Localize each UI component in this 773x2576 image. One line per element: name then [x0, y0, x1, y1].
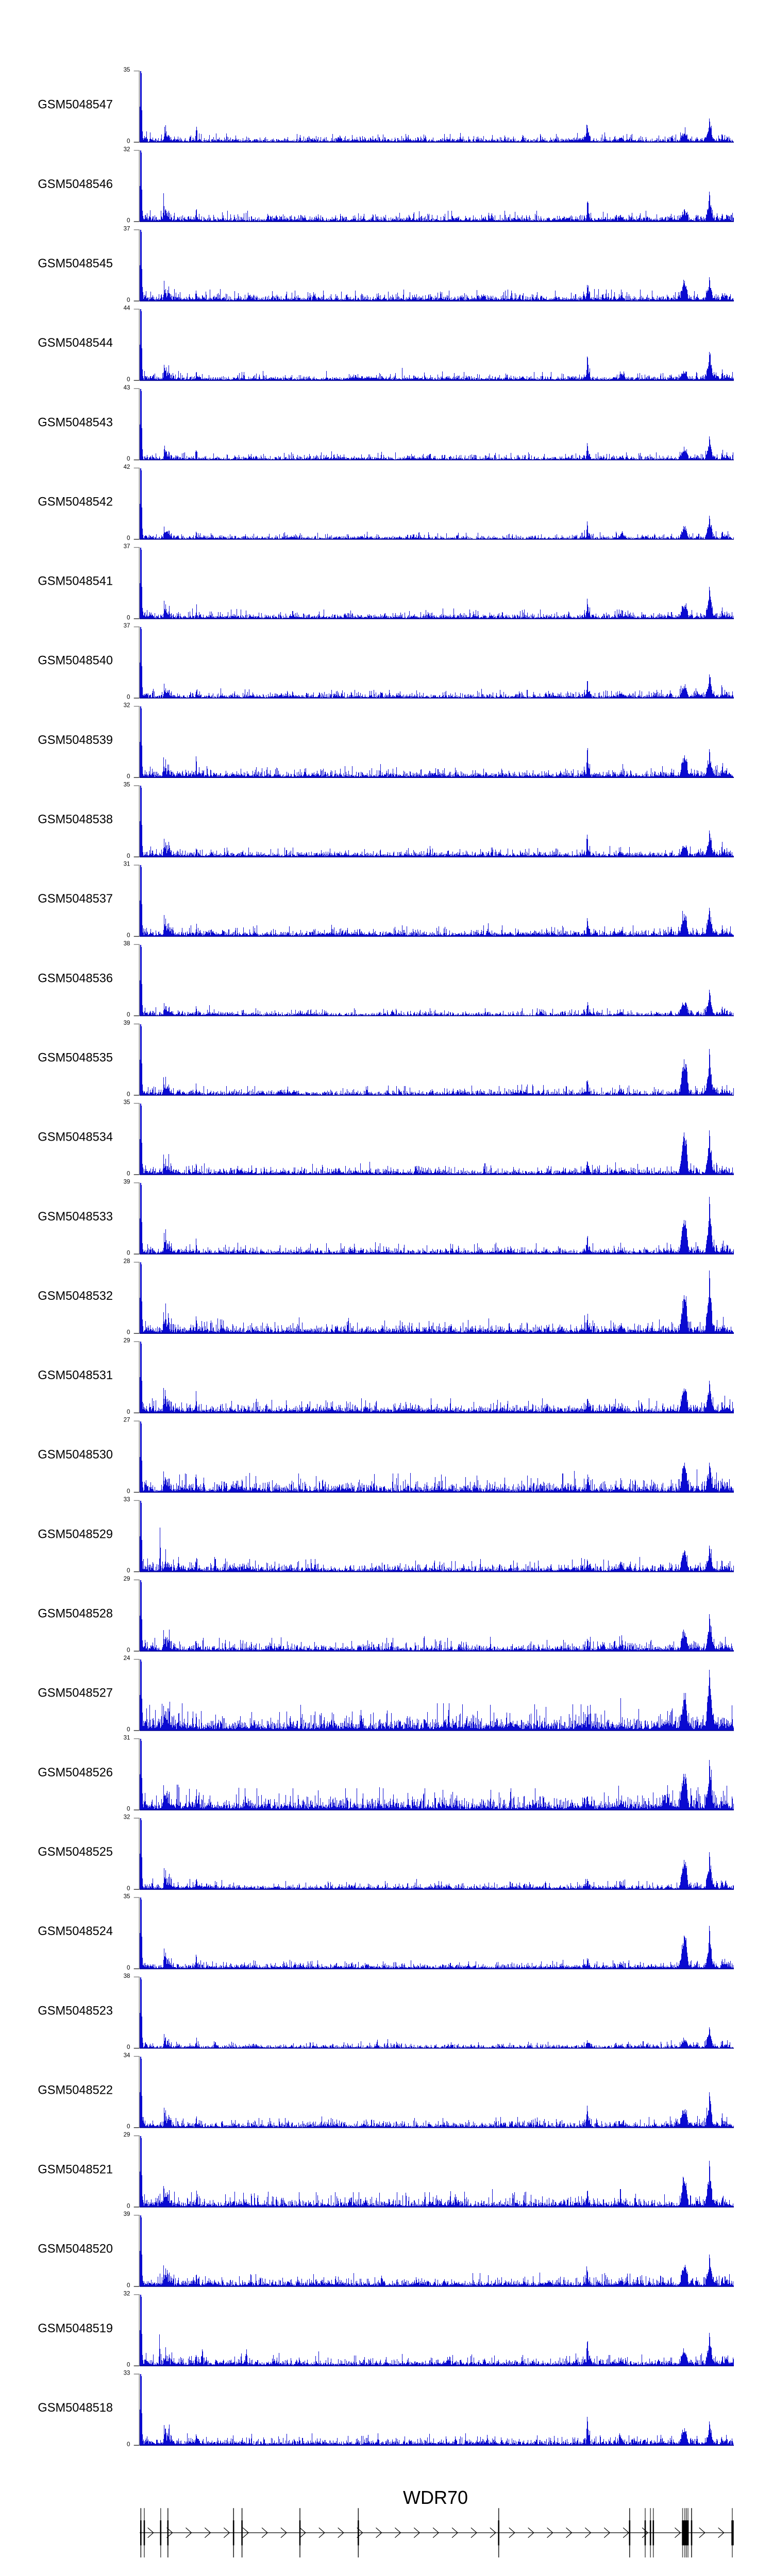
svg-text:0: 0 [127, 1250, 130, 1257]
svg-text:GSM5048546: GSM5048546 [38, 178, 113, 191]
svg-text:GSM5048529: GSM5048529 [38, 1528, 113, 1541]
svg-text:GSM5048533: GSM5048533 [38, 1210, 113, 1224]
svg-text:GSM5048539: GSM5048539 [38, 734, 113, 747]
svg-text:0: 0 [127, 297, 130, 303]
svg-text:0: 0 [127, 1488, 130, 1495]
svg-text:0: 0 [127, 1964, 130, 1971]
svg-text:GSM5048520: GSM5048520 [38, 2243, 113, 2256]
svg-text:0: 0 [127, 1885, 130, 1892]
svg-text:GSM5048534: GSM5048534 [38, 1131, 113, 1144]
svg-text:0: 0 [127, 2202, 130, 2209]
svg-text:0: 0 [127, 1726, 130, 1733]
svg-text:0: 0 [127, 1409, 130, 1415]
svg-text:GSM5048536: GSM5048536 [38, 972, 113, 985]
svg-text:0: 0 [127, 1329, 130, 1336]
svg-text:0: 0 [127, 2282, 130, 2289]
svg-text:GSM5048531: GSM5048531 [38, 1369, 113, 1382]
svg-text:GSM5048525: GSM5048525 [38, 1845, 113, 1859]
svg-text:GSM5048538: GSM5048538 [38, 813, 113, 826]
svg-text:29: 29 [124, 1575, 130, 1582]
svg-text:34: 34 [124, 2052, 130, 2059]
svg-text:GSM5048541: GSM5048541 [38, 575, 113, 588]
svg-text:0: 0 [127, 2044, 130, 2050]
svg-text:42: 42 [124, 464, 130, 470]
svg-text:44: 44 [124, 305, 130, 312]
svg-text:GSM5048547: GSM5048547 [38, 98, 113, 112]
svg-text:0: 0 [127, 455, 130, 462]
svg-text:0: 0 [127, 773, 130, 780]
svg-text:GSM5048543: GSM5048543 [38, 416, 113, 429]
svg-text:38: 38 [124, 1973, 130, 1979]
svg-text:0: 0 [127, 853, 130, 859]
svg-text:0: 0 [127, 1170, 130, 1177]
svg-text:39: 39 [124, 1178, 130, 1185]
svg-text:GSM5048540: GSM5048540 [38, 654, 113, 668]
svg-text:GSM5048535: GSM5048535 [38, 1052, 113, 1065]
svg-text:GSM5048528: GSM5048528 [38, 1607, 113, 1621]
svg-text:0: 0 [127, 1567, 130, 1574]
svg-text:0: 0 [127, 1091, 130, 1097]
svg-text:0: 0 [127, 138, 130, 145]
svg-text:39: 39 [124, 1020, 130, 1026]
svg-text:39: 39 [124, 2211, 130, 2217]
svg-text:0: 0 [127, 2123, 130, 2130]
svg-text:GSM5048544: GSM5048544 [38, 336, 113, 350]
svg-text:GSM5048523: GSM5048523 [38, 2004, 113, 2018]
svg-text:35: 35 [124, 1099, 130, 1106]
svg-text:33: 33 [124, 2370, 130, 2377]
svg-text:37: 37 [124, 622, 130, 629]
svg-text:0: 0 [127, 217, 130, 224]
svg-text:GSM5048527: GSM5048527 [38, 1687, 113, 1700]
svg-text:GSM5048521: GSM5048521 [38, 2163, 113, 2177]
svg-text:GSM5048537: GSM5048537 [38, 892, 113, 906]
svg-text:37: 37 [124, 226, 130, 232]
svg-text:32: 32 [124, 702, 130, 708]
svg-text:0: 0 [127, 1647, 130, 1653]
svg-text:GSM5048526: GSM5048526 [38, 1766, 113, 1780]
svg-text:0: 0 [127, 376, 130, 383]
svg-text:29: 29 [124, 1337, 130, 1344]
svg-text:38: 38 [124, 940, 130, 947]
svg-text:43: 43 [124, 384, 130, 391]
svg-text:27: 27 [124, 1417, 130, 1423]
svg-text:32: 32 [124, 2290, 130, 2297]
svg-text:GSM5048518: GSM5048518 [38, 2401, 113, 2415]
svg-text:29: 29 [124, 2131, 130, 2138]
svg-text:37: 37 [124, 543, 130, 550]
svg-text:0: 0 [127, 2362, 130, 2368]
svg-text:33: 33 [124, 1496, 130, 1503]
svg-text:32: 32 [124, 146, 130, 152]
svg-text:GSM5048530: GSM5048530 [38, 1448, 113, 1462]
svg-text:32: 32 [124, 1814, 130, 1821]
svg-text:31: 31 [124, 861, 130, 868]
svg-text:0: 0 [127, 1011, 130, 1018]
svg-text:35: 35 [124, 66, 130, 73]
svg-text:GSM5048524: GSM5048524 [38, 1925, 113, 1938]
svg-text:31: 31 [124, 1734, 130, 1741]
svg-text:GSM5048522: GSM5048522 [38, 2083, 113, 2097]
svg-text:GSM5048545: GSM5048545 [38, 257, 113, 270]
svg-text:0: 0 [127, 932, 130, 939]
svg-text:0: 0 [127, 614, 130, 621]
svg-text:0: 0 [127, 2441, 130, 2448]
svg-text:0: 0 [127, 1806, 130, 1812]
svg-text:GSM5048542: GSM5048542 [38, 495, 113, 509]
svg-text:28: 28 [124, 1258, 130, 1264]
svg-text:GSM5048519: GSM5048519 [38, 2322, 113, 2335]
svg-text:35: 35 [124, 782, 130, 788]
svg-text:24: 24 [124, 1655, 130, 1662]
svg-text:0: 0 [127, 694, 130, 701]
svg-text:GSM5048532: GSM5048532 [38, 1290, 113, 1303]
svg-text:WDR70: WDR70 [403, 2487, 468, 2508]
svg-text:35: 35 [124, 1893, 130, 1900]
svg-text:0: 0 [127, 535, 130, 541]
